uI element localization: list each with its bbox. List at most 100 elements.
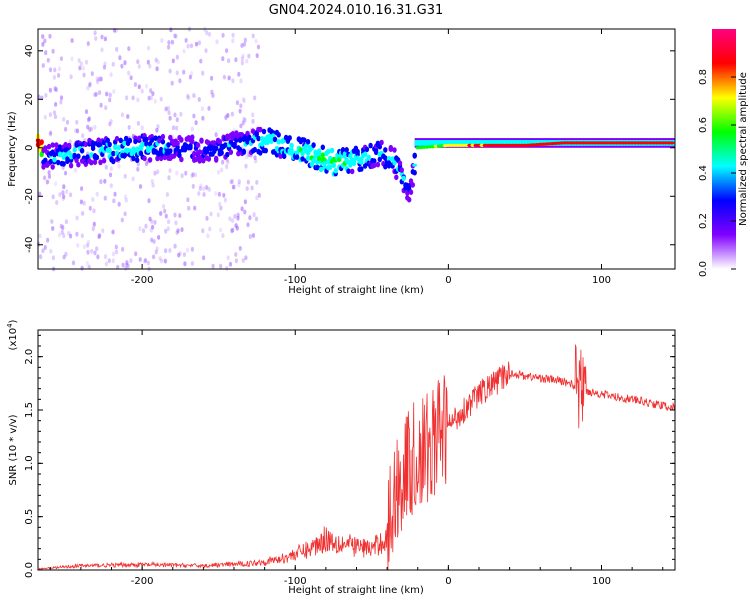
heat-speckle: [95, 76, 99, 82]
heat-speckle: [62, 184, 66, 190]
heat-speckle: [70, 38, 74, 43]
heat-speckle: [121, 246, 125, 252]
heat-ridge-blob: [392, 147, 397, 153]
heat-ridge-blob: [305, 155, 311, 162]
heat-speckle: [242, 42, 247, 47]
heat-ridge-blob: [146, 145, 151, 151]
heat-speckle: [111, 251, 116, 257]
heat-ridge-blob: [138, 146, 144, 152]
heat-speckle: [217, 191, 221, 197]
heat-speckle: [48, 131, 52, 137]
heat-speckle: [51, 255, 56, 261]
heat-speckle: [176, 228, 180, 234]
snr-xtick-label: -200: [131, 576, 154, 587]
heat-speckle: [148, 63, 152, 69]
heat-speckle: [167, 175, 171, 181]
heat-speckle: [153, 170, 157, 176]
heat-speckle: [134, 251, 138, 257]
heat-ridge-blob: [118, 137, 123, 144]
heat-speckle: [151, 224, 155, 230]
heat-speckle: [169, 27, 173, 33]
heat-speckle: [219, 205, 223, 211]
heat-speckle: [80, 186, 84, 192]
heat-speckle: [186, 197, 190, 203]
heat-speckle: [190, 246, 194, 252]
heat-speckle: [193, 205, 197, 211]
heat-speckle: [149, 95, 153, 101]
heat-speckle: [186, 43, 190, 49]
heat-speckle: [168, 68, 172, 74]
heat-speckle: [242, 116, 246, 122]
heat-speckle: [253, 95, 257, 101]
heat-speckle: [193, 172, 198, 178]
heat-speckle: [201, 228, 205, 234]
heat-ridge-blob: [278, 153, 283, 159]
heat-speckle: [112, 198, 116, 204]
heat-speckle: [143, 258, 148, 263]
heat-speckle: [167, 40, 171, 45]
heat-speckle: [226, 255, 230, 261]
heat-ridge-blob: [149, 137, 155, 143]
heat-speckle: [251, 33, 255, 39]
heat-ridge-blob: [377, 143, 382, 150]
heat-ridge-blob: [101, 157, 107, 164]
heat-speckle: [189, 43, 194, 49]
heat-ridge-blob: [63, 141, 68, 148]
heat-ridge-blob: [311, 142, 316, 148]
heat-speckle: [138, 226, 142, 232]
heat-speckle: [175, 170, 179, 176]
heat-xtick-label: 100: [592, 275, 611, 286]
heat-ridge-blob: [379, 139, 384, 146]
heat-speckle: [204, 48, 208, 53]
heat-speckle: [155, 127, 159, 133]
heat-ridge-blob: [239, 132, 245, 138]
heat-speckle: [208, 226, 212, 232]
heat-ridge-blob: [311, 158, 316, 164]
heat-speckle: [248, 215, 252, 221]
heat-speckle: [53, 67, 57, 73]
heat-speckle: [221, 32, 225, 38]
heat-speckle: [219, 227, 223, 233]
heat-speckle: [87, 264, 91, 270]
heat-speckle: [129, 258, 133, 263]
heat-ridge-blob: [157, 137, 162, 144]
heat-speckle: [92, 221, 96, 227]
heat-ridge-blob: [305, 139, 311, 145]
heat-speckle: [137, 84, 141, 90]
heat-speckle: [239, 123, 243, 129]
heat-speckle: [256, 44, 261, 50]
heat-speckle: [61, 225, 65, 231]
heat-speckle: [136, 121, 140, 126]
heat-speckle: [81, 133, 85, 139]
heat-speckle: [151, 91, 155, 96]
heat-speckle: [229, 179, 233, 185]
heat-ridge-blob: [43, 157, 48, 164]
heat-speckle: [231, 227, 235, 233]
heat-ridge-blob: [272, 136, 278, 143]
heat-speckle: [49, 130, 53, 136]
heat-speckle: [90, 248, 94, 254]
heat-speckle: [47, 170, 51, 175]
heat-speckle: [99, 76, 103, 82]
heat-ridge-blob: [344, 147, 349, 153]
heat-speckle: [190, 71, 194, 76]
heat-speckle: [227, 58, 231, 64]
heat-speckle: [113, 191, 117, 197]
heat-speckle: [207, 187, 211, 192]
heat-speckle: [230, 111, 234, 117]
heat-speckle: [206, 233, 210, 239]
heat-speckle: [180, 173, 184, 179]
snr-ytick-label: 2.0: [24, 349, 35, 365]
snr-series-line: [38, 344, 676, 571]
heat-speckle: [230, 228, 234, 234]
heat-speckle: [243, 117, 247, 123]
heat-ridge-blob: [193, 156, 199, 163]
heat-speckle: [245, 186, 249, 192]
heat-speckle: [47, 174, 52, 179]
heat-speckle: [147, 198, 151, 204]
heat-ridge-blob: [50, 164, 55, 170]
heat-ridge-blob: [300, 150, 305, 157]
heat-ridge-blob: [122, 140, 127, 147]
heat-speckle: [86, 242, 90, 248]
heat-speckle: [86, 124, 90, 130]
